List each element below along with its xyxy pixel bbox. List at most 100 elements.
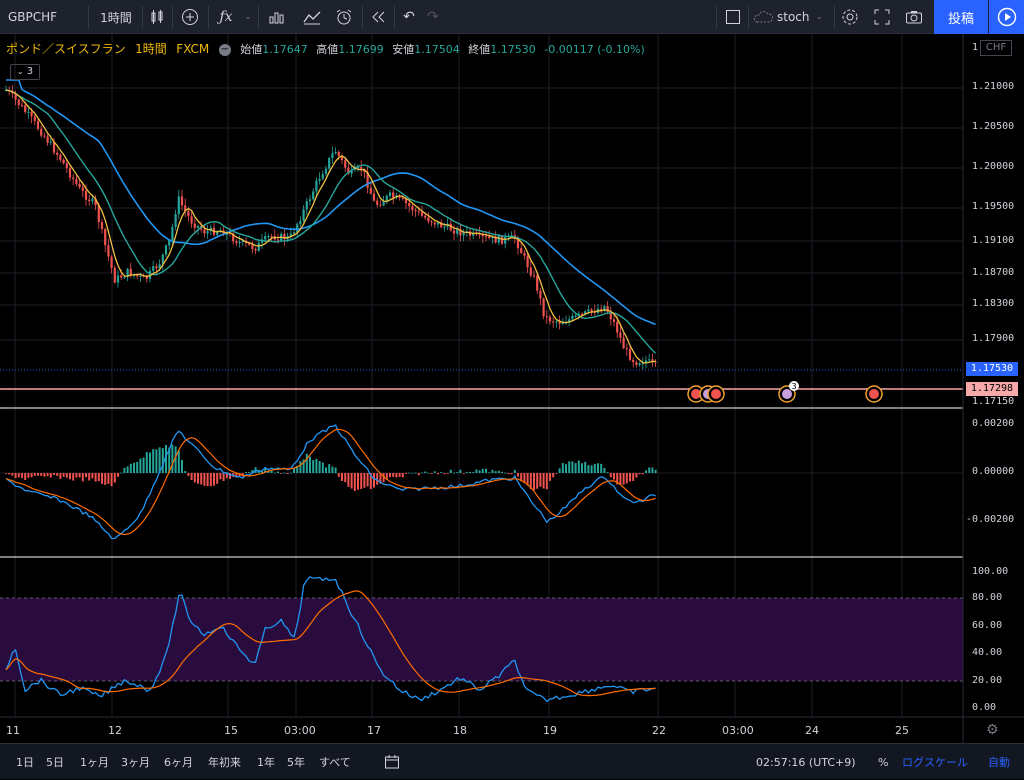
candle-body xyxy=(644,360,648,364)
candle-body xyxy=(152,266,155,271)
histogram-bar xyxy=(251,470,254,473)
histogram-bar xyxy=(107,473,110,484)
alert-price-tag[interactable]: 1.17298 xyxy=(966,382,1018,396)
range-5y[interactable]: 5年 xyxy=(287,756,305,769)
candle-body xyxy=(270,236,273,238)
event-badge xyxy=(789,381,799,391)
undo-button[interactable]: ↶ xyxy=(398,0,420,34)
histogram-bar xyxy=(110,473,113,487)
candle-body xyxy=(78,183,81,188)
candle-body xyxy=(97,205,100,223)
candle-body xyxy=(324,168,328,175)
histogram-bar xyxy=(613,473,615,480)
camera-icon xyxy=(906,11,922,24)
candle-body xyxy=(356,167,360,169)
range-6m[interactable]: 6ヶ月 xyxy=(164,756,193,769)
alert-button[interactable] xyxy=(332,0,356,34)
layout-button[interactable] xyxy=(722,0,744,34)
indicators-button[interactable]: ƒx xyxy=(214,0,238,34)
histogram-bar xyxy=(577,460,580,473)
histogram-bar xyxy=(56,473,59,476)
histogram-bar xyxy=(382,473,385,483)
auto-scale-toggle[interactable]: 自動 xyxy=(988,756,1010,769)
histogram-bar xyxy=(334,467,337,473)
chart-settings-icon[interactable]: ⚙ xyxy=(986,722,999,738)
range-5d[interactable]: 5日 xyxy=(46,756,64,769)
ma-mid-line xyxy=(5,89,657,354)
settings-button[interactable] xyxy=(838,0,862,34)
post-button[interactable]: 投稿 xyxy=(934,0,988,34)
symbol-search[interactable]: GBPCHF xyxy=(8,0,68,34)
candle-body xyxy=(430,221,433,223)
candle-body xyxy=(120,275,123,278)
indicator-dropdown[interactable]: ⌄ xyxy=(240,0,256,34)
event-badge-count: 3 xyxy=(791,382,796,391)
goto-date-button[interactable] xyxy=(384,744,400,780)
range-1m[interactable]: 1ヶ月 xyxy=(80,756,109,769)
replay-button[interactable] xyxy=(366,0,390,34)
histogram-bar xyxy=(430,473,433,474)
histogram-bar xyxy=(193,473,196,483)
chart-area[interactable]: 3 xyxy=(0,0,1024,743)
range-3m[interactable]: 3ヶ月 xyxy=(121,756,150,769)
histogram-bar xyxy=(283,472,286,474)
candle-body xyxy=(363,169,366,173)
histogram-bar xyxy=(497,470,500,473)
interval-button[interactable]: 1時間 xyxy=(94,0,138,34)
signal-line xyxy=(5,428,656,536)
histogram-bar xyxy=(392,473,395,477)
snapshot-button[interactable] xyxy=(902,0,926,34)
currency-badge[interactable]: CHF xyxy=(980,40,1012,56)
candle-body xyxy=(20,104,24,106)
candle-body xyxy=(129,268,132,276)
histogram-bar xyxy=(318,461,321,473)
indicator-toggle[interactable]: ⌄ 3 xyxy=(10,64,40,80)
templates-button[interactable] xyxy=(300,0,324,34)
low-label: 安値 xyxy=(392,43,415,56)
range-all[interactable]: すべて xyxy=(319,756,351,769)
candle-body xyxy=(225,232,228,235)
template-button[interactable]: stoch ⌄ xyxy=(752,0,832,34)
collapse-icon[interactable]: − xyxy=(218,44,231,56)
histogram-bar xyxy=(433,471,436,473)
financials-button[interactable] xyxy=(264,0,288,34)
histogram-bar xyxy=(565,464,567,473)
fullscreen-button[interactable] xyxy=(870,0,894,34)
histogram-bar xyxy=(408,472,411,474)
candle-body xyxy=(59,154,62,160)
chart-type-button[interactable] xyxy=(146,0,168,34)
candle-body xyxy=(456,228,459,234)
range-1d[interactable]: 1日 xyxy=(16,756,34,769)
range-1y[interactable]: 1年 xyxy=(257,756,275,769)
event-markers[interactable]: 3 xyxy=(687,381,883,403)
histogram-bar xyxy=(152,449,155,473)
play-button[interactable] xyxy=(989,0,1024,34)
percent-toggle[interactable]: % xyxy=(878,755,889,769)
compare-button[interactable] xyxy=(176,0,204,34)
histogram-bar xyxy=(309,456,311,473)
redo-button[interactable]: ↷ xyxy=(422,0,444,34)
histogram-bar xyxy=(37,473,39,476)
histogram-bar xyxy=(405,473,407,474)
candle-body xyxy=(625,348,628,350)
candle-body xyxy=(27,111,30,113)
time-tick: 25 xyxy=(895,724,909,737)
clock-readout[interactable]: 02:57:16 (UTC+9) xyxy=(756,755,856,769)
range-ytd[interactable]: 年初来 xyxy=(208,756,241,769)
histogram-bar xyxy=(17,473,20,478)
candle-body xyxy=(126,268,129,277)
histogram-bar xyxy=(145,452,148,473)
log-scale-toggle[interactable]: ログスケール xyxy=(902,756,968,769)
candle-body xyxy=(331,153,334,159)
candle-body xyxy=(24,105,27,112)
time-tick: 22 xyxy=(652,724,666,737)
chevron-down-icon: ⌄ xyxy=(244,12,252,22)
histogram-bar xyxy=(491,469,494,473)
histogram-bar xyxy=(344,473,347,483)
candle-body xyxy=(360,167,363,170)
candle-body xyxy=(641,363,644,365)
histogram-bar xyxy=(155,449,158,473)
histogram-bar xyxy=(293,467,295,473)
candle-body xyxy=(350,170,353,174)
candle-body xyxy=(577,313,580,316)
